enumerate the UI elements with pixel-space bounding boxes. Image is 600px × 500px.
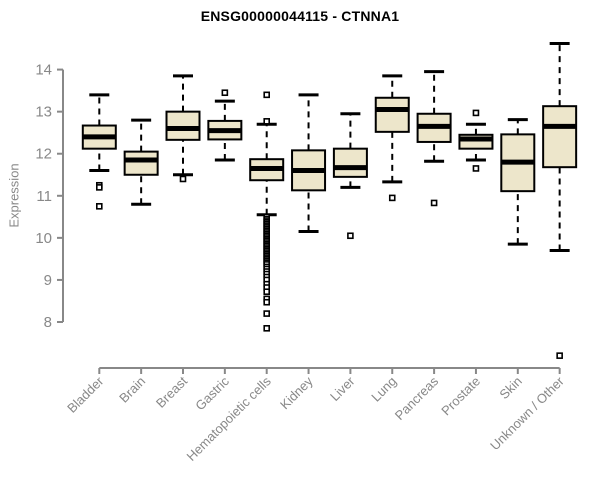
- iqr-box: [332, 147, 368, 178]
- outlier-point: [263, 118, 271, 125]
- boxplot-bladder: [81, 93, 117, 210]
- x-category-label: Unknown / Other: [487, 373, 567, 453]
- x-category-label: Liver: [327, 373, 358, 404]
- outlier-point: [263, 325, 271, 332]
- boxplot-pancreas: [416, 70, 452, 207]
- boxplot-skin: [500, 118, 536, 246]
- x-category-label: Breast: [153, 373, 190, 410]
- outlier-point: [472, 109, 480, 117]
- y-tick-label: 9: [44, 272, 52, 289]
- iqr-box: [374, 96, 410, 133]
- iqr-box: [165, 110, 201, 141]
- outlier-point: [221, 89, 229, 97]
- outlier-point: [263, 288, 271, 296]
- outlier-point: [263, 310, 271, 317]
- boxplot-hematopoietic-cells: [249, 91, 285, 332]
- y-tick-label: 14: [35, 62, 52, 79]
- y-tick-label: 8: [44, 314, 52, 331]
- iqr-box: [123, 150, 159, 176]
- boxplot-brain: [123, 118, 159, 206]
- outlier-point: [472, 165, 480, 172]
- y-tick-label: 11: [36, 188, 52, 205]
- outlier-point: [96, 203, 103, 210]
- x-category-label: Lung: [368, 374, 399, 405]
- x-category-label: Gastric: [192, 373, 232, 413]
- outlier-point: [430, 199, 438, 207]
- boxplot-liver: [332, 112, 368, 240]
- x-category-label: Brain: [116, 374, 148, 406]
- boxplot-breast: [165, 74, 201, 183]
- outlier-point: [96, 184, 103, 191]
- boxplot-unknown-other: [542, 41, 578, 359]
- x-category-label: Bladder: [64, 373, 107, 416]
- x-category-label: Prostate: [438, 374, 483, 419]
- iqr-box: [542, 105, 578, 169]
- x-category-label: Pancreas: [392, 373, 442, 423]
- chart-title: ENSG00000044115 - CTNNA1: [200, 8, 400, 24]
- x-category-label: Skin: [496, 374, 524, 402]
- y-tick-label: 10: [35, 230, 52, 247]
- outlier-point: [347, 232, 354, 240]
- boxplot-prostate: [458, 109, 494, 172]
- boxplot-lung: [374, 74, 410, 202]
- outlier-point: [263, 91, 271, 99]
- outlier-point: [388, 194, 396, 202]
- y-tick-label: 12: [35, 146, 52, 163]
- outlier-point: [556, 352, 563, 359]
- y-tick-label: 13: [35, 104, 52, 121]
- outlier-point: [179, 175, 187, 183]
- boxplot-gastric: [207, 89, 243, 162]
- x-category-label: Kidney: [277, 373, 316, 412]
- outlier-point: [263, 298, 271, 306]
- boxplot-kidney: [291, 93, 327, 234]
